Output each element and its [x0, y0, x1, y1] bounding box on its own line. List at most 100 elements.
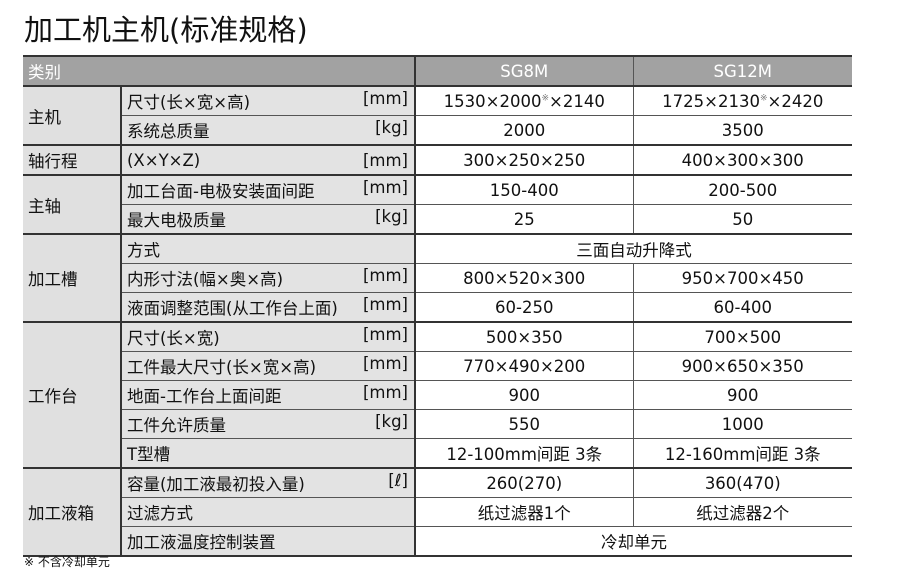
table-row: 加工槽 方式 三面自动升降式 [23, 234, 852, 323]
value-cell: 950×700×450 [633, 263, 852, 293]
item-label: 内形寸法(幅×奥×高) [127, 270, 284, 289]
unit-label: [mm] [362, 150, 408, 170]
item-label: 工件允许质量 [127, 416, 226, 435]
value-cell: 360(470) [633, 468, 852, 498]
value-cell: 700×500 [633, 322, 852, 352]
item-label: 地面-工作台上面间距 [127, 387, 282, 406]
spec-table: 类别 SG8M SG12M 主机 尺寸(长×宽×高) [mm] 1530×2000※×… [23, 55, 852, 557]
row-group: 轴行程 [23, 145, 122, 176]
value-cell: 60-250 [415, 292, 634, 323]
table-row: 液面调整范围(从工作台上面) [mm] 60-250 60-400 [23, 292, 852, 323]
row-item: 内形寸法(幅×奥×高) [mm] [121, 263, 416, 293]
row-item: 容量(加工液最初投入量) [ℓ] [121, 468, 416, 498]
page-title: 加工机主机(标准规格) [24, 13, 308, 47]
row-group: 主轴 [23, 175, 122, 235]
table-row: 主机 尺寸(长×宽×高) [mm] 1530×2000※×2140 1725×2130※… [23, 86, 852, 146]
unit-label: [kg] [375, 412, 408, 431]
unit-label: [kg] [375, 207, 408, 226]
value-cell: 冷却单元 [415, 526, 852, 557]
value-cell: 1530×2000※×2140 [415, 86, 634, 116]
value-cell: 12-100mm间距 3条 [415, 438, 634, 469]
item-label: 过滤方式 [127, 504, 193, 523]
table-row: 工件最大尺寸(长×宽×高) [mm] 770×490×200 900×650×350 [23, 351, 852, 381]
item-label: 加工液温度控制装置 [127, 533, 276, 552]
value-cell: 60-400 [633, 292, 852, 323]
row-item: 尺寸(长×宽×高) [mm] [121, 86, 416, 116]
value-cell: 50 [633, 204, 852, 235]
table-row: 内形寸法(幅×奥×高) [mm] 800×520×300 950×700×450 [23, 263, 852, 293]
unit-label: [mm] [362, 354, 408, 373]
table-header: 类别 SG8M SG12M [23, 55, 852, 87]
value-cell: 1000 [633, 409, 852, 439]
row-group: 加工液箱 [23, 468, 122, 557]
row-item: T型槽 [121, 438, 416, 469]
row-group: 工作台 [23, 322, 122, 469]
footnote: ※ 不含冷却单元 [24, 555, 110, 569]
unit-label: [mm] [362, 178, 408, 197]
unit-label: [mm] [362, 266, 408, 285]
table-row: 过滤方式 纸过滤器1个 纸过滤器2个 [23, 497, 852, 527]
value-cell: 300×250×250 [415, 145, 634, 176]
unit-label: [kg] [375, 118, 408, 137]
value-cell: 150-400 [415, 175, 634, 205]
table-row: 轴行程 (X×Y×Z) [mm] 300×250×250 400×300×300 [23, 145, 852, 176]
item-label: 最大电极质量 [127, 211, 226, 230]
value-cell: 200-500 [633, 175, 852, 205]
table-row: 系统总质量 [kg] 2000 3500 [23, 115, 852, 146]
header-model: SG8M [415, 55, 634, 87]
value-cell: 900 [633, 380, 852, 410]
table-row: 加工液温度控制装置 冷却单元 [23, 526, 852, 557]
value-cell: 770×490×200 [415, 351, 634, 381]
item-label: 系统总质量 [127, 122, 210, 141]
value-cell: 550 [415, 409, 634, 439]
unit-label: [mm] [362, 325, 408, 344]
item-label: 液面调整范围(从工作台上面) [127, 299, 338, 318]
value-cell: 500×350 [415, 322, 634, 352]
row-item: 最大电极质量 [kg] [121, 204, 416, 235]
unit-label: [mm] [362, 295, 408, 314]
item-label: 加工台面-电极安装面间距 [127, 182, 315, 201]
item-label: T型槽 [127, 445, 171, 464]
value-cell: 900×650×350 [633, 351, 852, 381]
table-row: 加工液箱 容量(加工液最初投入量) [ℓ] 260(270) 360(470) [23, 468, 852, 557]
item-label: 尺寸(长×宽) [127, 329, 220, 348]
row-item: 尺寸(长×宽) [mm] [121, 322, 416, 352]
row-item: 地面-工作台上面间距 [mm] [121, 380, 416, 410]
row-item: 液面调整范围(从工作台上面) [mm] [121, 292, 416, 323]
row-item: 系统总质量 [kg] [121, 115, 416, 146]
row-item: 加工台面-电极安装面间距 [mm] [121, 175, 416, 205]
value-cell: 25 [415, 204, 634, 235]
table-row: T型槽 12-100mm间距 3条 12-160mm间距 3条 [23, 438, 852, 469]
value-cell: 800×520×300 [415, 263, 634, 293]
unit-label: [ℓ] [388, 471, 408, 490]
value-cell: 400×300×300 [633, 145, 852, 176]
item-label: 方式 [127, 241, 160, 260]
table-row: 地面-工作台上面间距 [mm] 900 900 [23, 380, 852, 410]
row-item: 加工液温度控制装置 [121, 526, 416, 557]
value-cell: 1725×2130※×2420 [633, 86, 852, 116]
table-row: 工作台 尺寸(长×宽) [mm] 500×350 700×500 [23, 322, 852, 469]
unit-label: [mm] [362, 383, 408, 402]
row-item: 过滤方式 [121, 497, 416, 527]
row-item: (X×Y×Z) [mm] [121, 145, 416, 176]
row-group: 加工槽 [23, 234, 122, 323]
row-group: 主机 [23, 86, 122, 146]
value-cell: 三面自动升降式 [415, 234, 852, 264]
row-item: 工件允许质量 [kg] [121, 409, 416, 439]
item-label: 容量(加工液最初投入量) [127, 475, 305, 494]
table-row: 工件允许质量 [kg] 550 1000 [23, 409, 852, 439]
value-cell: 900 [415, 380, 634, 410]
unit-label: [mm] [362, 89, 408, 108]
row-item: 方式 [121, 234, 416, 264]
table-row: 最大电极质量 [kg] 25 50 [23, 204, 852, 235]
item-label: 尺寸(长×宽×高) [127, 93, 251, 112]
header-category: 类别 [23, 55, 416, 87]
table-row: 主轴 加工台面-电极安装面间距 [mm] 150-400 200-500 [23, 175, 852, 235]
item-label: (X×Y×Z) [127, 150, 201, 170]
value-cell: 12-160mm间距 3条 [633, 438, 852, 469]
value-cell: 纸过滤器1个 [415, 497, 634, 527]
value-cell: 纸过滤器2个 [633, 497, 852, 527]
value-cell: 3500 [633, 115, 852, 146]
row-item: 工件最大尺寸(长×宽×高) [mm] [121, 351, 416, 381]
value-cell: 2000 [415, 115, 634, 146]
